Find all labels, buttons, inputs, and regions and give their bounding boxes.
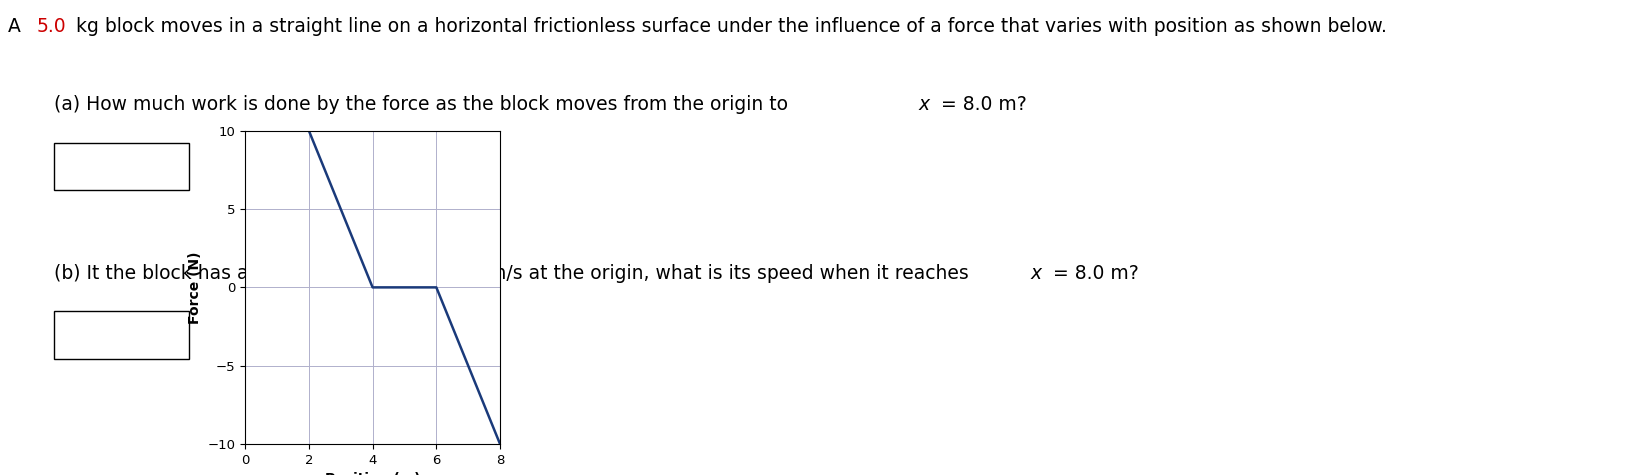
Text: A: A — [8, 17, 26, 36]
Text: m/s at the origin, what is its speed when it reaches: m/s at the origin, what is its speed whe… — [482, 264, 975, 283]
Text: = 8.0 m?: = 8.0 m? — [934, 95, 1026, 114]
Text: x: x — [918, 95, 929, 114]
FancyBboxPatch shape — [54, 311, 189, 359]
Text: 5.0: 5.0 — [36, 17, 66, 36]
X-axis label: Position (m): Position (m) — [324, 473, 421, 475]
FancyBboxPatch shape — [54, 142, 189, 190]
Text: kg block moves in a straight line on a horizontal frictionless surface under the: kg block moves in a straight line on a h… — [71, 17, 1387, 36]
Text: (a) How much work is done by the force as the block moves from the origin to: (a) How much work is done by the force a… — [54, 95, 795, 114]
Text: = 8.0 m?: = 8.0 m? — [1048, 264, 1138, 283]
Text: (b) It the block has a speed of: (b) It the block has a speed of — [54, 264, 341, 283]
Text: x: x — [1030, 264, 1041, 283]
Text: 2.1: 2.1 — [441, 264, 470, 283]
Y-axis label: Force (N): Force (N) — [188, 251, 202, 323]
